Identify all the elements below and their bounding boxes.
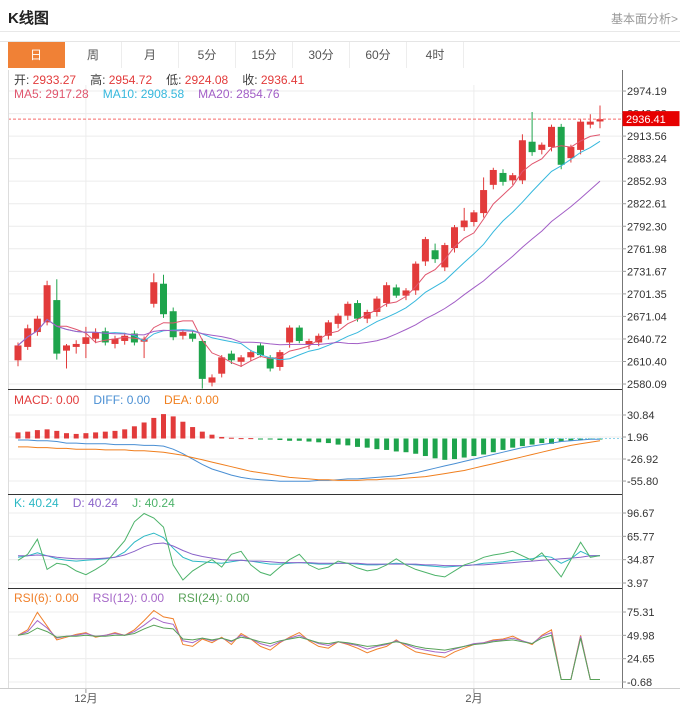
macd-legend: MACD: 0.00 DIFF: 0.00 DEA: 0.00 xyxy=(14,393,233,407)
legend-item: MA5: 2917.28 xyxy=(14,87,89,101)
svg-text:2701.35: 2701.35 xyxy=(627,289,667,301)
svg-text:2913.56: 2913.56 xyxy=(627,131,667,143)
svg-text:3.97: 3.97 xyxy=(627,578,648,590)
svg-text:2671.04: 2671.04 xyxy=(627,311,667,323)
legend-item: 高: 2954.72 xyxy=(90,73,153,87)
svg-text:-0.68: -0.68 xyxy=(627,677,652,689)
svg-text:96.67: 96.67 xyxy=(627,508,655,520)
ohlc-legend: 开: 2933.27 高: 2954.72 低: 2924.08 收: 2936.41 xyxy=(14,71,318,88)
fundamental-analysis-link[interactable]: 基本面分析> xyxy=(610,12,678,26)
svg-text:2792.30: 2792.30 xyxy=(627,221,667,233)
svg-text:2580.09: 2580.09 xyxy=(627,379,667,391)
header: K线图 基本面分析> xyxy=(0,0,680,32)
legend-item: DIFF: 0.00 xyxy=(93,393,151,407)
legend-item: 开: 2933.27 xyxy=(14,73,77,87)
svg-text:75.31: 75.31 xyxy=(627,607,655,619)
svg-text:2731.67: 2731.67 xyxy=(627,266,667,278)
svg-text:2610.40: 2610.40 xyxy=(627,356,667,368)
tab-60分[interactable]: 60分 xyxy=(350,42,407,68)
svg-text:34.87: 34.87 xyxy=(627,555,655,567)
legend-item: MACD: 0.00 xyxy=(14,393,80,407)
svg-text:2974.19: 2974.19 xyxy=(627,86,667,98)
svg-text:24.65: 24.65 xyxy=(627,654,655,666)
legend-item: MA20: 2854.76 xyxy=(198,87,280,101)
legend-item: RSI(6): 0.00 xyxy=(14,591,79,605)
legend-item: MA10: 2908.58 xyxy=(102,87,185,101)
svg-text:2936.41: 2936.41 xyxy=(626,114,666,126)
tab-30分[interactable]: 30分 xyxy=(293,42,350,68)
svg-text:49.98: 49.98 xyxy=(627,630,655,642)
svg-text:12月: 12月 xyxy=(74,693,97,704)
svg-text:30.84: 30.84 xyxy=(627,410,655,422)
legend-item: RSI(24): 0.00 xyxy=(178,591,250,605)
tab-月[interactable]: 月 xyxy=(122,42,179,68)
svg-text:2852.93: 2852.93 xyxy=(627,176,667,188)
svg-text:-55.80: -55.80 xyxy=(627,476,658,488)
svg-text:2883.24: 2883.24 xyxy=(627,154,667,166)
tabstrip-divider xyxy=(0,41,680,42)
page-title: K线图 xyxy=(8,10,49,27)
interval-tabs: 日周月 5分 15分 30分 60分 4时 xyxy=(8,42,464,68)
tab-5分[interactable]: 5分 xyxy=(179,42,236,68)
svg-text:2640.72: 2640.72 xyxy=(627,334,667,346)
tab-15分[interactable]: 15分 xyxy=(236,42,293,68)
legend-item: J: 40.24 xyxy=(132,496,175,510)
tab-4时[interactable]: 4时 xyxy=(407,42,464,68)
rsi-legend: RSI(6): 0.00 RSI(12): 0.00 RSI(24): 0.00 xyxy=(14,591,263,605)
svg-text:2761.98: 2761.98 xyxy=(627,244,667,256)
legend-item: K: 40.24 xyxy=(14,496,59,510)
svg-text:-26.92: -26.92 xyxy=(627,454,658,466)
kdj-legend: K: 40.24 D: 40.24 J: 40.24 xyxy=(14,496,189,510)
tab-日[interactable]: 日 xyxy=(8,42,65,68)
legend-item: 收: 2936.41 xyxy=(242,73,305,87)
ma-legend: MA5: 2917.28 MA10: 2908.58 MA20: 2854.76 xyxy=(14,87,294,101)
svg-text:2月: 2月 xyxy=(465,693,482,704)
svg-text:2822.61: 2822.61 xyxy=(627,199,667,211)
tab-周[interactable]: 周 xyxy=(65,42,122,68)
legend-item: D: 40.24 xyxy=(72,496,119,510)
svg-text:1.96: 1.96 xyxy=(627,432,648,444)
legend-item: 低: 2924.08 xyxy=(166,73,229,87)
legend-item: DEA: 0.00 xyxy=(164,393,219,407)
svg-text:65.77: 65.77 xyxy=(627,531,655,543)
legend-item: RSI(12): 0.00 xyxy=(92,591,165,605)
